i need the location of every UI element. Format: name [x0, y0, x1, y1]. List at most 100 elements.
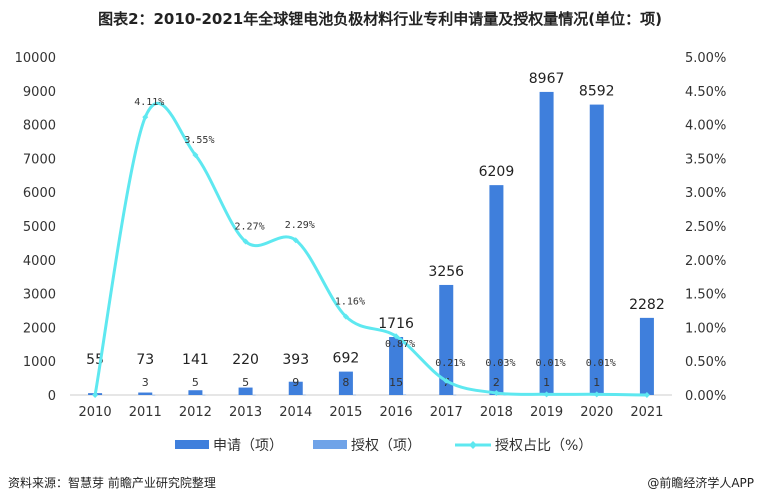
grant-bar — [252, 394, 256, 396]
y-tick-label: 10000 — [15, 51, 56, 66]
chart-title: 图表2：2010-2021年全球锂电池负极材料行业专利申请量及授权量情况(单位：… — [98, 10, 662, 28]
y2-tick-label: 4.00% — [685, 119, 726, 134]
legend-label: 授权占比（%） — [495, 438, 592, 454]
y2-tick-label: 1.50% — [685, 288, 726, 303]
grant-ratio-marker — [393, 333, 400, 340]
application-data-label: 393 — [282, 352, 309, 368]
x-tick-label: 2018 — [480, 405, 513, 420]
y-tick-label: 1000 — [23, 355, 56, 370]
application-bar — [439, 284, 454, 395]
grant-data-label: 8 — [342, 376, 349, 389]
grant-bar — [453, 394, 457, 396]
grant-data-label: 15 — [389, 376, 403, 389]
grant-ratio-data-label: 0.01% — [536, 358, 566, 369]
grant-ratio-data-label: 1.16% — [335, 297, 365, 308]
y2-tick-label: 2.00% — [685, 254, 726, 269]
y2-tick-label: 3.50% — [685, 152, 726, 167]
x-tick-label: 2020 — [580, 405, 613, 420]
application-bar — [238, 387, 253, 395]
grant-bar — [152, 394, 156, 396]
grant-ratio-marker — [142, 114, 149, 121]
application-bar — [138, 392, 153, 395]
y-tick-label: 6000 — [23, 186, 56, 201]
grant-data-label: 1 — [593, 376, 600, 389]
application-data-label: 141 — [182, 352, 209, 368]
grant-data-label: 2 — [493, 376, 500, 389]
y-tick-label: 3000 — [23, 288, 56, 303]
y2-tick-label: 1.00% — [685, 321, 726, 336]
grant-ratio-marker — [593, 391, 600, 398]
source-note: 资料来源：智慧芽 前瞻产业研究院整理 — [8, 476, 216, 490]
grant-ratio-marker — [92, 392, 99, 398]
application-bar — [539, 91, 554, 395]
x-tick-label: 2017 — [430, 405, 463, 420]
x-tick-label: 2015 — [329, 405, 362, 420]
y2-tick-label: 3.00% — [685, 186, 726, 201]
application-data-label: 8592 — [579, 84, 615, 100]
legend-label: 授权（项） — [351, 438, 421, 454]
grant-data-label: 1 — [543, 376, 550, 389]
legend-swatch — [175, 440, 209, 449]
y2-tick-label: 2.50% — [685, 220, 726, 235]
grant-bar — [202, 394, 206, 396]
x-tick-label: 2016 — [380, 405, 413, 420]
credit: @前瞻经济学人APP — [647, 476, 754, 490]
application-data-label: 3256 — [428, 264, 464, 280]
y-tick-label: 4000 — [23, 254, 56, 269]
grant-data-label: 5 — [242, 376, 249, 389]
grant-ratio-data-label: 0.01% — [586, 358, 616, 369]
grant-ratio-data-label: 3.55% — [184, 135, 214, 146]
grant-ratio-marker — [242, 238, 249, 245]
grant-data-label: 5 — [192, 376, 199, 389]
grant-ratio-data-label: 4.11% — [134, 97, 164, 108]
y-tick-label: 5000 — [23, 220, 56, 235]
y2-tick-label: 4.50% — [685, 85, 726, 100]
y-tick-label: 8000 — [23, 119, 56, 134]
grant-ratio-marker — [342, 313, 349, 320]
x-tick-label: 2011 — [129, 405, 162, 420]
grant-data-label: 9 — [292, 376, 299, 389]
x-tick-label: 2014 — [279, 405, 312, 420]
application-bar — [589, 104, 604, 396]
grant-ratio-data-label: 0.87% — [385, 339, 415, 350]
application-bar — [338, 371, 353, 395]
application-bar — [489, 185, 504, 395]
y-tick-label: 7000 — [23, 152, 56, 167]
grant-bar — [403, 394, 407, 395]
x-tick-label: 2012 — [179, 405, 212, 420]
grant-ratio-data-label: 2.29% — [285, 220, 315, 231]
y-tick-label: 2000 — [23, 321, 56, 336]
legend-swatch — [313, 440, 347, 449]
application-data-label: 692 — [333, 351, 360, 367]
grant-ratio-marker — [493, 389, 500, 396]
y-tick-label: 9000 — [23, 85, 56, 100]
y2-tick-label: 5.00% — [685, 51, 726, 66]
application-data-label: 220 — [232, 352, 259, 368]
x-tick-label: 2013 — [229, 405, 262, 420]
application-data-label: 1716 — [378, 316, 414, 332]
grant-ratio-marker — [443, 377, 450, 384]
application-data-label: 73 — [136, 352, 154, 368]
x-tick-label: 2010 — [79, 405, 112, 420]
legend-marker — [469, 441, 477, 449]
grant-bar — [352, 394, 356, 396]
legend-label: 申请（项） — [213, 438, 283, 454]
grant-data-label: 3 — [142, 376, 149, 389]
application-bar — [639, 317, 654, 395]
application-bar — [389, 336, 404, 395]
application-bar — [288, 381, 303, 395]
y-tick-label: 0 — [48, 389, 56, 404]
x-tick-label: 2021 — [630, 405, 663, 420]
y2-tick-label: 0.50% — [685, 355, 726, 370]
x-tick-label: 2019 — [530, 405, 563, 420]
grant-ratio-marker — [643, 392, 650, 398]
grant-ratio-marker — [292, 237, 299, 244]
y2-tick-label: 0.00% — [685, 389, 726, 404]
application-data-label: 8967 — [529, 71, 565, 87]
application-data-label: 2282 — [629, 297, 665, 313]
grant-ratio-data-label: 0.21% — [435, 358, 465, 369]
grant-ratio-line — [93, 101, 647, 397]
application-data-label: 6209 — [479, 164, 515, 180]
grant-bar — [302, 394, 306, 396]
